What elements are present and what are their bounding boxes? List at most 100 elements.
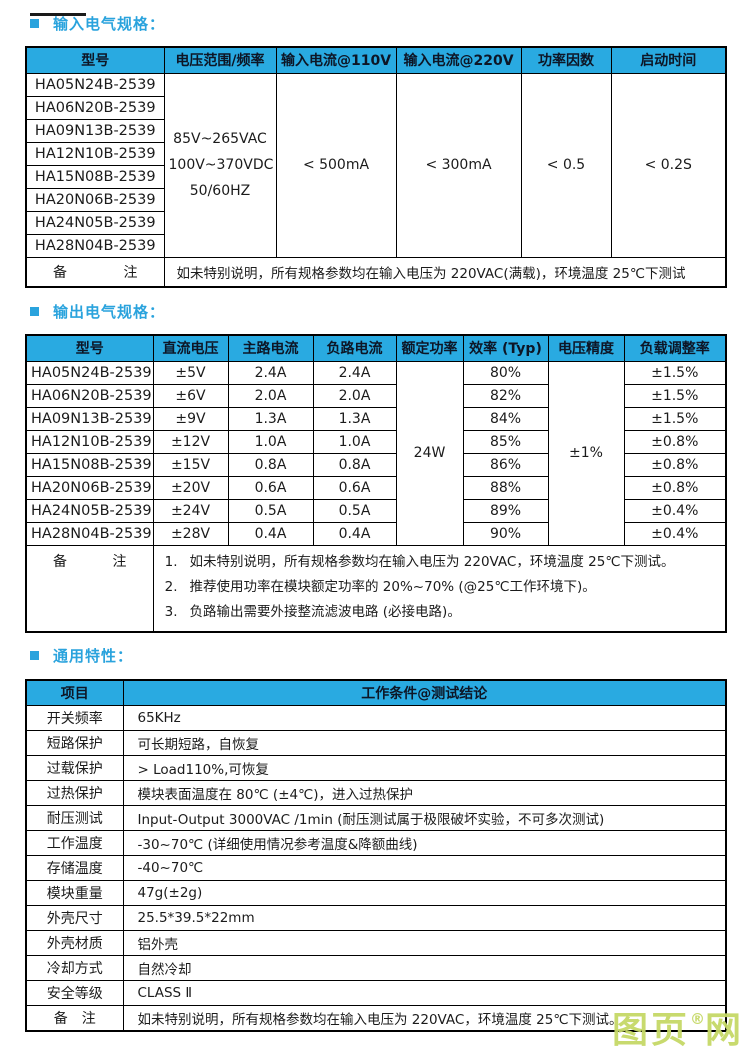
load-regulation-cell: ±0.8% (623, 475, 727, 500)
table-row: 外壳尺寸 25.5*39.5*22mm (25, 904, 727, 931)
value-cell: Input-Output 3000VAC /1min (耐压测试属于极限破坏实验… (122, 804, 727, 831)
note-label-right: 注 (123, 264, 138, 281)
output-specs-table: 型号 直流电压 主路电流 负路电流 额定功率 效率 (Typ) 电压精度 负载调… (25, 334, 727, 633)
dc-voltage-cell: ±20V (152, 475, 229, 500)
efficiency-cell: 82% (462, 383, 549, 408)
watermark-text-left: 图页 (611, 1010, 690, 1051)
col-header-startup-time: 启动时间 (610, 46, 727, 74)
dc-voltage-cell: ±12V (152, 429, 229, 454)
startup-time-cell: < 0.2S (610, 72, 727, 258)
item-cell: 外壳材质 (25, 929, 124, 956)
value-cell: -30~70℃ (详细使用情况参考温度&降额曲线) (122, 829, 727, 856)
col-header-dc-voltage: 直流电压 (152, 334, 229, 362)
negative-current-cell: 0.6A (312, 475, 397, 500)
load-regulation-cell: ±0.8% (623, 452, 727, 477)
voltage-range-line: 50/60HZ (189, 183, 251, 199)
note-label-left: 备 (53, 553, 67, 570)
note-label-cell: 备 注 (25, 256, 165, 288)
load-regulation-cell: ±0.8% (623, 429, 727, 454)
efficiency-cell: 86% (462, 452, 549, 477)
section-title-output-specs: 输出电气规格： (30, 301, 750, 321)
note-label-cell: 备 注 (25, 544, 154, 632)
main-current-cell: 2.0A (227, 383, 314, 408)
main-current-cell: 2.4A (227, 360, 314, 385)
table-header-row: 项目 工作条件@测试结论 (25, 679, 727, 706)
table-row: HA09N13B-2539 ±9V 1.3A 1.3A 84% ±1.5% (25, 406, 727, 431)
negative-current-cell: 2.0A (312, 383, 397, 408)
value-cell: 铝外壳 (122, 929, 727, 956)
table-row: HA15N08B-2539 ±15V 0.8A 0.8A 86% ±0.8% (25, 452, 727, 477)
table-row: HA15N08B-2539 (25, 164, 726, 189)
load-regulation-cell: ±0.4% (623, 521, 727, 546)
value-cell: 25.5*39.5*22mm (122, 904, 727, 931)
negative-current-cell: 1.3A (312, 406, 397, 431)
model-cell: HA09N13B-2539 (25, 406, 154, 431)
model-cell: HA28N04B-2539 (25, 521, 154, 546)
value-cell: 如未特别说明，所有规格参数均在输入电压为 220VAC，环境温度 25℃下测试。 (122, 1004, 727, 1031)
table-row: HA28N04B-2539 (25, 233, 726, 258)
col-header-item: 项目 (25, 679, 124, 706)
table-row: 工作温度 -30~70℃ (详细使用情况参考温度&降额曲线) (25, 829, 727, 856)
model-cell: HA20N06B-2539 (25, 475, 154, 500)
item-cell: 存储温度 (25, 854, 124, 881)
model-cell: HA20N06B-2539 (25, 187, 165, 212)
input-current-110v-cell: < 500mA (275, 72, 397, 258)
model-cell: HA15N08B-2539 (25, 452, 154, 477)
table-row: 过热保护 模块表面温度在 80℃ (±4℃)，进入过热保护 (25, 779, 727, 806)
note-label-left: 备 (53, 264, 67, 281)
value-cell: CLASS Ⅱ (122, 979, 727, 1006)
table-row: 过载保护 > Load110%,可恢复 (25, 754, 727, 781)
item-cell: 冷却方式 (25, 954, 124, 981)
model-cell: HA24N05B-2539 (25, 210, 165, 235)
efficiency-cell: 85% (462, 429, 549, 454)
value-cell: > Load110%,可恢复 (122, 754, 727, 781)
dc-voltage-cell: ±9V (152, 406, 229, 431)
table-header-row: 型号 电压范围/频率 输入电流@110V 输入电流@220V 功率因数 启动时间 (25, 46, 727, 74)
col-header-negative-current: 负路电流 (312, 334, 397, 362)
table-row: 短路保护 可长期短路，自恢复 (25, 729, 727, 756)
load-regulation-cell: ±0.4% (623, 498, 727, 523)
table-row: HA12N10B-2539 (25, 141, 726, 166)
col-header-voltage-range: 电压范围/频率 (163, 46, 277, 74)
col-header-main-current: 主路电流 (227, 334, 314, 362)
load-regulation-cell: ±1.5% (623, 383, 727, 408)
dc-voltage-cell: ±6V (152, 383, 229, 408)
voltage-range-line: 100V~370VDC (168, 157, 274, 173)
value-cell: 47g(±2g) (122, 879, 727, 906)
note-label-right: 注 (112, 553, 127, 570)
note-line: 2. 推荐使用功率在模块额定功率的 20%~70% (@25℃工作环境下)。 (164, 575, 720, 600)
main-current-cell: 1.0A (227, 429, 314, 454)
negative-current-cell: 1.0A (312, 429, 397, 454)
model-cell: HA05N24B-2539 (25, 72, 165, 97)
value-cell: 65KHz (122, 704, 727, 731)
watermark-logo: 图页®网 (612, 995, 744, 1055)
model-cell: HA05N24B-2539 (25, 360, 154, 385)
dc-voltage-cell: ±24V (152, 498, 229, 523)
table-row: HA12N10B-2539 ±12V 1.0A 1.0A 85% ±0.8% (25, 429, 727, 454)
section-title-input-specs: 输入电气规格： (30, 13, 750, 33)
table-row: 模块重量 47g(±2g) (25, 879, 727, 906)
item-cell: 开关频率 (25, 704, 124, 731)
note-line: 3. 负路输出需要外接整流滤波电路 (必接电路)。 (164, 600, 720, 625)
model-cell: HA06N20B-2539 (25, 95, 165, 120)
efficiency-cell: 84% (462, 406, 549, 431)
screenshot-crop-artifact (30, 13, 86, 16)
negative-current-cell: 0.8A (312, 452, 397, 477)
square-bullet-icon (30, 18, 39, 28)
input-specs-table: 型号 电压范围/频率 输入电流@110V 输入电流@220V 功率因数 启动时间… (25, 46, 727, 288)
negative-current-cell: 0.4A (312, 521, 397, 546)
voltage-precision-cell: ±1% (547, 360, 625, 546)
item-cell: 安全等级 (25, 979, 124, 1006)
table-row: HA20N06B-2539 ±20V 0.6A 0.6A 88% ±0.8% (25, 475, 727, 500)
item-cell: 耐压测试 (25, 804, 124, 831)
model-cell: HA12N10B-2539 (25, 429, 154, 454)
efficiency-cell: 88% (462, 475, 549, 500)
item-cell: 过载保护 (25, 754, 124, 781)
table-row: 存储温度 -40~70℃ (25, 854, 727, 881)
voltage-range-cell: 85V~265VAC 100V~370VDC 50/60HZ (163, 72, 277, 258)
negative-current-cell: 2.4A (312, 360, 397, 385)
efficiency-cell: 89% (462, 498, 549, 523)
table-row: HA05N24B-2539 85V~265VAC 100V~370VDC 50/… (25, 72, 727, 258)
col-header-model: 型号 (25, 334, 154, 362)
negative-current-cell: 0.5A (312, 498, 397, 523)
